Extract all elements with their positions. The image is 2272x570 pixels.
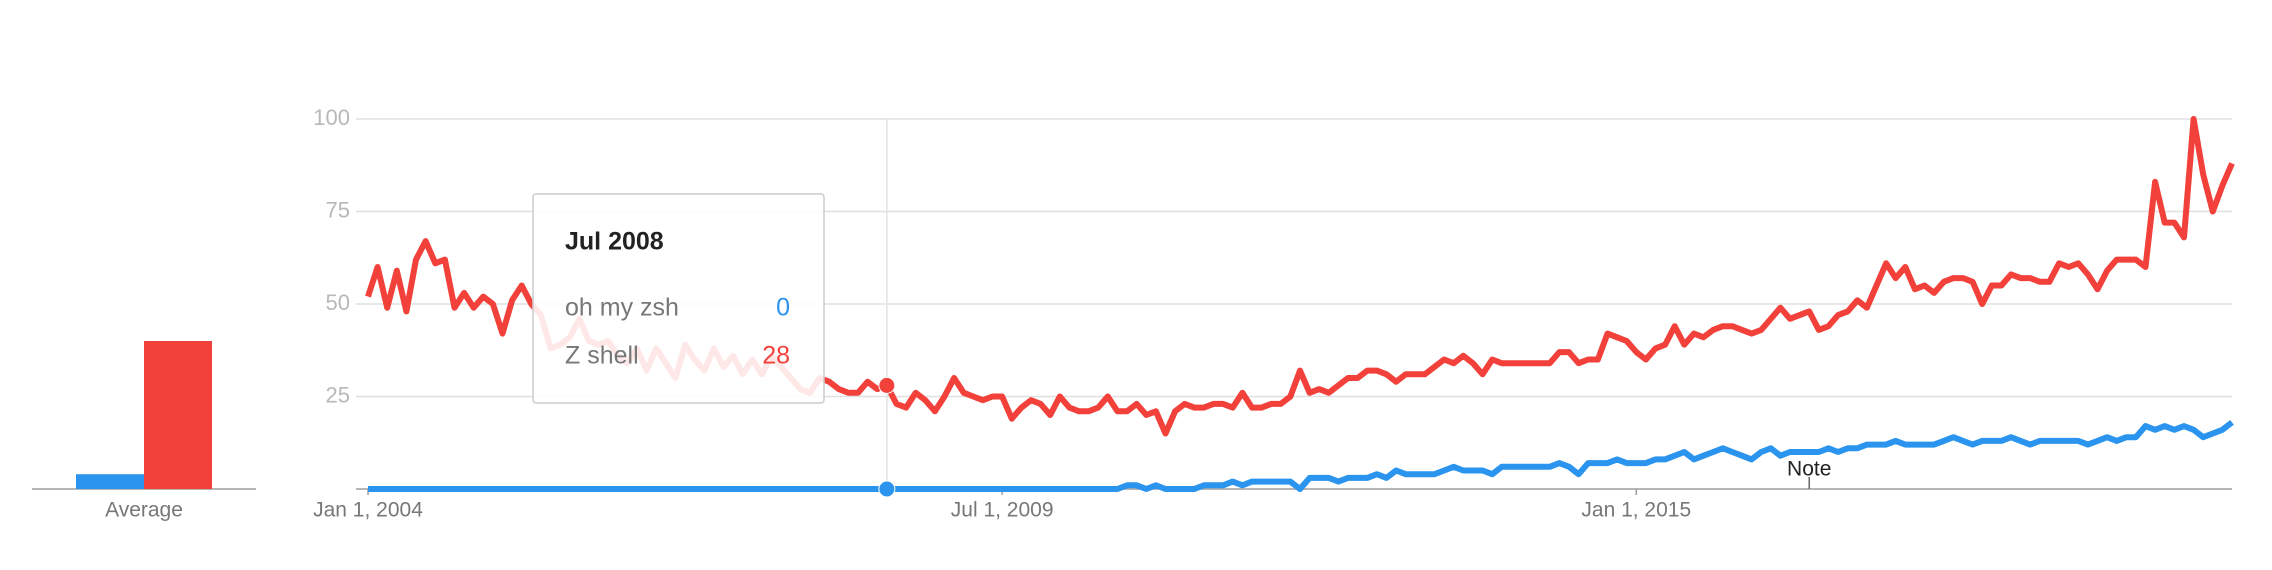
- average-bar: [76, 474, 144, 489]
- tooltip-box: [532, 193, 825, 404]
- tooltip-value: 0: [776, 294, 790, 322]
- tooltip-series-name: Z shell: [565, 342, 639, 370]
- y-tick-label: 100: [313, 105, 350, 130]
- hover-dot: [878, 480, 896, 498]
- average-label: Average: [105, 499, 183, 522]
- tooltip-title: Jul 2008: [565, 228, 664, 256]
- hover-dot: [878, 376, 896, 394]
- x-tick-label: Jan 1, 2015: [1581, 499, 1691, 522]
- series-line: [368, 420, 2234, 492]
- y-tick-label: 50: [326, 290, 350, 315]
- annotation-text: Note: [1787, 458, 1831, 481]
- average-bar: [144, 341, 212, 489]
- tooltip-value: 28: [762, 342, 790, 370]
- tooltip-series-name: oh my zsh: [565, 294, 679, 322]
- y-tick-label: 75: [326, 197, 350, 222]
- x-tick-label: Jul 1, 2009: [951, 499, 1054, 522]
- x-tick-label: Jan 1, 2004: [313, 499, 423, 522]
- tooltip: Jul 2008 oh my zsh 0 Z shell 28: [532, 193, 825, 404]
- y-tick-label: 25: [326, 382, 350, 407]
